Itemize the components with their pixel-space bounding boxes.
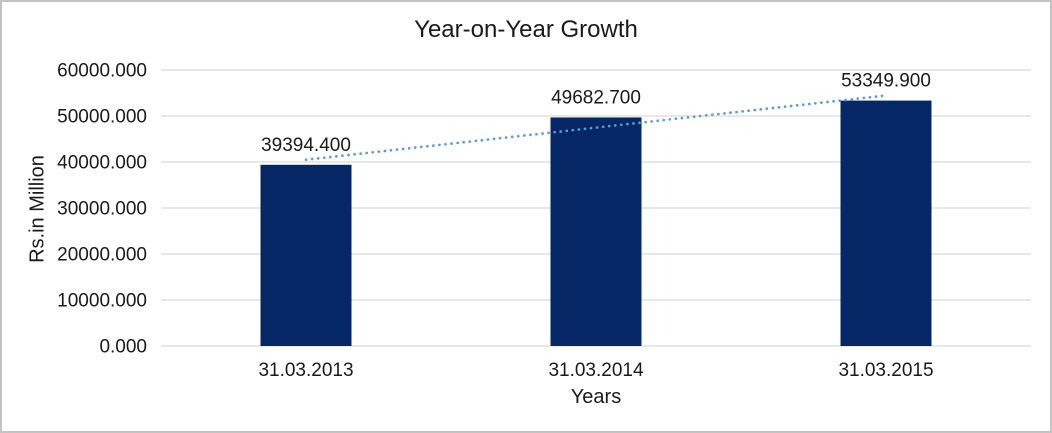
y-tick-label: 0.000 — [99, 337, 147, 358]
x-tick-label: 31.03.2014 — [548, 360, 644, 381]
bar — [260, 164, 352, 346]
data-label: 53349.900 — [841, 71, 931, 92]
y-tick-label: 50000.000 — [57, 107, 147, 128]
y-tick-label: 30000.000 — [57, 199, 147, 220]
x-tick-label: 31.03.2013 — [258, 360, 353, 381]
chart-title: Year-on-Year Growth — [414, 16, 638, 43]
trendline — [304, 94, 888, 162]
data-label: 39394.400 — [261, 135, 351, 156]
y-tick-label: 60000.000 — [57, 61, 147, 82]
x-axis-title: Years — [570, 386, 622, 408]
y-tick-label: 10000.000 — [57, 291, 147, 312]
bar — [840, 100, 932, 347]
y-tick-label: 20000.000 — [57, 245, 147, 266]
y-tick-label: 40000.000 — [57, 153, 147, 174]
bar — [550, 117, 642, 346]
data-label: 49682.700 — [551, 87, 641, 108]
x-tick-label: 31.03.2015 — [838, 360, 933, 381]
